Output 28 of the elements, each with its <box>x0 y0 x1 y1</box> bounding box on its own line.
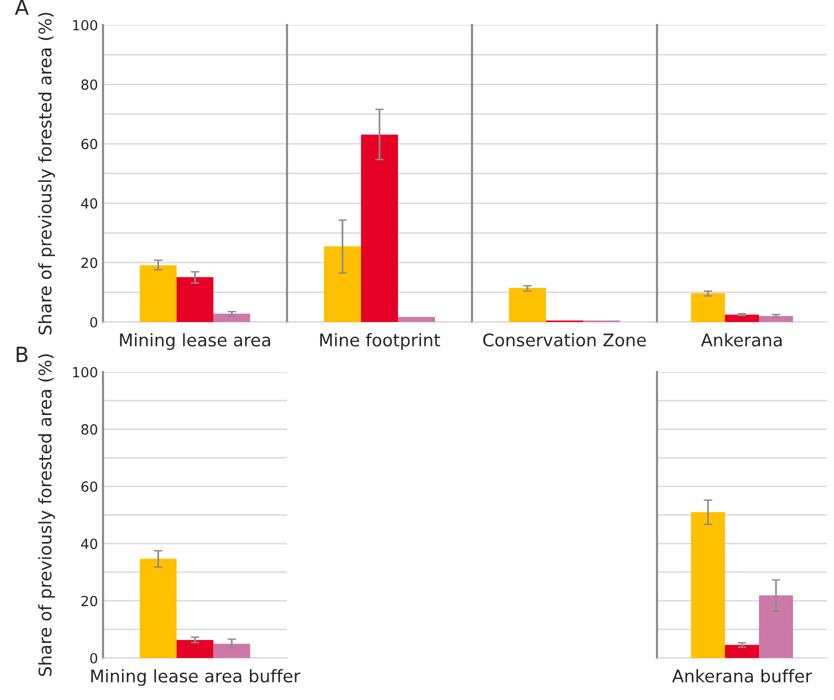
y-tick-label: 40 <box>81 538 98 550</box>
x-tick-label: Conservation Zone <box>483 333 646 347</box>
x-tick-label: Ankerana buffer <box>672 669 812 683</box>
text: A <box>14 0 29 15</box>
y-tick-label: 20 <box>81 258 98 268</box>
bar <box>213 314 250 322</box>
y-tick-label: 20 <box>81 596 98 606</box>
y-tick-label: 100 <box>73 366 98 378</box>
y-axis-title: Share of previously forested area (%) <box>38 354 55 676</box>
bar <box>176 277 214 322</box>
x-tick-label: Mining lease area buffer <box>91 669 300 686</box>
x-tick-label: Ankerana <box>700 333 782 347</box>
y-tick-label: 80 <box>81 79 98 90</box>
y-tick-label: 60 <box>81 481 98 492</box>
y-tick-label: 40 <box>81 198 98 209</box>
y-axis-title: Share of previously forested area (%) <box>38 12 55 334</box>
y-tick-label: 100 <box>73 20 98 30</box>
bar <box>176 640 214 658</box>
x-tick-label: Mining lease area <box>120 333 270 350</box>
y-tick-label: 60 <box>81 138 98 150</box>
bar <box>140 558 177 658</box>
y-tick-label: 0 <box>90 316 98 328</box>
text: B <box>16 346 28 362</box>
bar <box>140 265 177 322</box>
x-tick-label: Mine footprint <box>320 333 440 350</box>
y-tick-label: 0 <box>90 652 98 664</box>
y-tick-label: 80 <box>81 424 98 435</box>
bar <box>213 644 250 658</box>
